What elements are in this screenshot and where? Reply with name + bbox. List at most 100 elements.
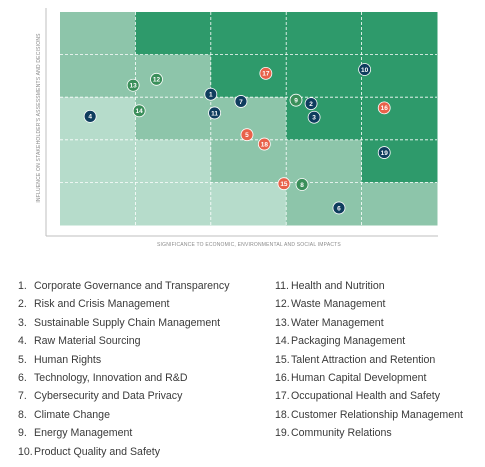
matrix-cell (60, 54, 136, 98)
x-axis-label: SIGNIFICANCE TO ECONOMIC, ENVIRONMENTAL … (157, 242, 341, 248)
matrix-cell (361, 12, 438, 56)
legend-item-number: 14. (275, 335, 290, 348)
matrix-cell (210, 182, 287, 226)
issue-point: 11 (208, 106, 221, 120)
matrix-cell (361, 54, 438, 98)
legend-item: 9. Energy Management (18, 424, 230, 442)
issue-point: 7 (234, 95, 248, 108)
legend-item-text: Corporate Governance and Transparency (34, 280, 230, 292)
issue-point-marker (307, 110, 321, 124)
issue-point-label: 10 (361, 67, 369, 74)
legend-item: 6. Technology, Innovation and R&D (18, 369, 230, 387)
legend-item: 13. Water Management (275, 314, 463, 332)
legend-item: 5. Human Rights (18, 351, 230, 369)
legend-item-text: Climate Change (34, 408, 110, 421)
issue-point: 19 (377, 146, 391, 159)
issue-point: 13 (126, 78, 140, 92)
issue-point-marker (234, 95, 248, 108)
legend-item-text: Health and Nutrition (291, 280, 385, 292)
legend-item-number: 13. (275, 316, 290, 329)
issue-point-marker (257, 137, 271, 151)
legend-item-text: Packaging Management (291, 335, 406, 348)
issue-point-label: 6 (337, 205, 341, 212)
legend-item-number: 15. (275, 353, 290, 366)
issue-point: 15 (277, 177, 291, 191)
issue-point-label: 15 (280, 181, 288, 188)
legend-item-number: 8. (18, 408, 27, 421)
legend-item-number: 19. (275, 427, 290, 440)
matrix-cell (60, 139, 136, 183)
issue-point-marker (277, 177, 291, 191)
legend-item-number: 6. (18, 371, 27, 384)
matrix-cell (210, 54, 287, 98)
matrix-cell (361, 182, 438, 226)
legend-item-text: Waste Management (291, 298, 386, 311)
issue-point-marker (377, 146, 391, 159)
matrix-cell (60, 97, 136, 141)
legend-item-text: Cybersecurity and Data Privacy (34, 390, 183, 403)
y-axis-label: INFLUENCE ON STAKEHOLDER'S ASSESSMENTS A… (36, 33, 42, 203)
legend-item: 4. Raw Material Sourcing (18, 332, 230, 350)
issue-point: 17 (259, 66, 273, 80)
issue-point-label: 14 (136, 108, 144, 115)
legend-item-text: Sustainable Supply Chain Management (34, 316, 221, 329)
issue-point-marker (132, 104, 146, 118)
issue-point-label: 3 (312, 115, 316, 122)
legend-item-text: Human Capital Development (291, 371, 427, 384)
issue-point-label: 2 (309, 101, 313, 108)
issue-point: 2 (304, 97, 318, 110)
matrix-cell (135, 12, 212, 56)
issue-point-label: 17 (262, 71, 270, 78)
issue-point: 4 (83, 109, 97, 123)
legend-item-text: Technology, Innovation and R&D (34, 371, 188, 384)
legend-item-number: 9. (18, 427, 27, 440)
legend-column-left: 1. Corporate Governance and Transparency 2… (18, 277, 230, 461)
issue-point-label: 13 (130, 83, 138, 90)
legend-item-text: Talent Attraction and Retention (291, 353, 436, 366)
matrix-cell (60, 12, 136, 56)
matrix-cell (135, 54, 212, 98)
legend-item-number: 1. (18, 280, 27, 292)
legend-item-number: 5. (18, 353, 27, 366)
issue-point: 14 (132, 104, 146, 118)
legend-item-text: Human Rights (34, 353, 102, 366)
matrix-cell (210, 139, 287, 183)
matrix-cells (60, 12, 438, 226)
issue-point-marker (304, 97, 318, 110)
matrix-cell (361, 139, 438, 183)
legend-item-text: Occupational Health and Safety (291, 390, 440, 403)
matrix-cell (60, 182, 136, 226)
issue-point-label: 5 (245, 132, 249, 139)
legend-item-text: Water Management (291, 316, 384, 329)
legend-item-number: 11. (275, 280, 289, 292)
legend-item: 17. Occupational Health and Safety (275, 387, 463, 405)
legend-item-text: Community Relations (291, 427, 392, 440)
legend-item-text: Customer Relationship Management (291, 408, 463, 421)
issue-point: 6 (332, 201, 346, 215)
matrix-cell (286, 139, 363, 183)
materiality-matrix: SIGNIFICANCE TO ECONOMIC, ENVIRONMENTAL … (36, 8, 438, 248)
legend-item: 10. Product Quality and Safety (18, 443, 230, 461)
legend-item: 18. Customer Relationship Management (275, 406, 463, 424)
issue-point-label: 19 (381, 150, 389, 157)
issue-point-marker (208, 106, 221, 120)
issue-point-label: 4 (88, 114, 92, 121)
legend-item: 14. Packaging Management (275, 332, 463, 350)
issue-point: 18 (257, 137, 271, 151)
issue-point-marker (295, 178, 309, 191)
issue-point-label: 18 (261, 141, 269, 148)
matrix-cell (210, 12, 287, 56)
issue-point: 10 (358, 63, 372, 76)
issue-point: 16 (377, 101, 391, 115)
legend-item: 11. Health and Nutrition (275, 277, 463, 295)
matrix-cell (286, 54, 363, 98)
matrix-cell (135, 97, 212, 141)
issue-point-marker (377, 101, 391, 115)
issue-point: 8 (295, 178, 309, 191)
legend-item-text: Energy Management (34, 427, 133, 440)
legend-item: 1. Corporate Governance and Transparency (18, 277, 230, 295)
legend-item-number: 18. (275, 408, 290, 421)
issue-point-label: 12 (153, 77, 161, 84)
issue-point: 3 (307, 110, 321, 124)
